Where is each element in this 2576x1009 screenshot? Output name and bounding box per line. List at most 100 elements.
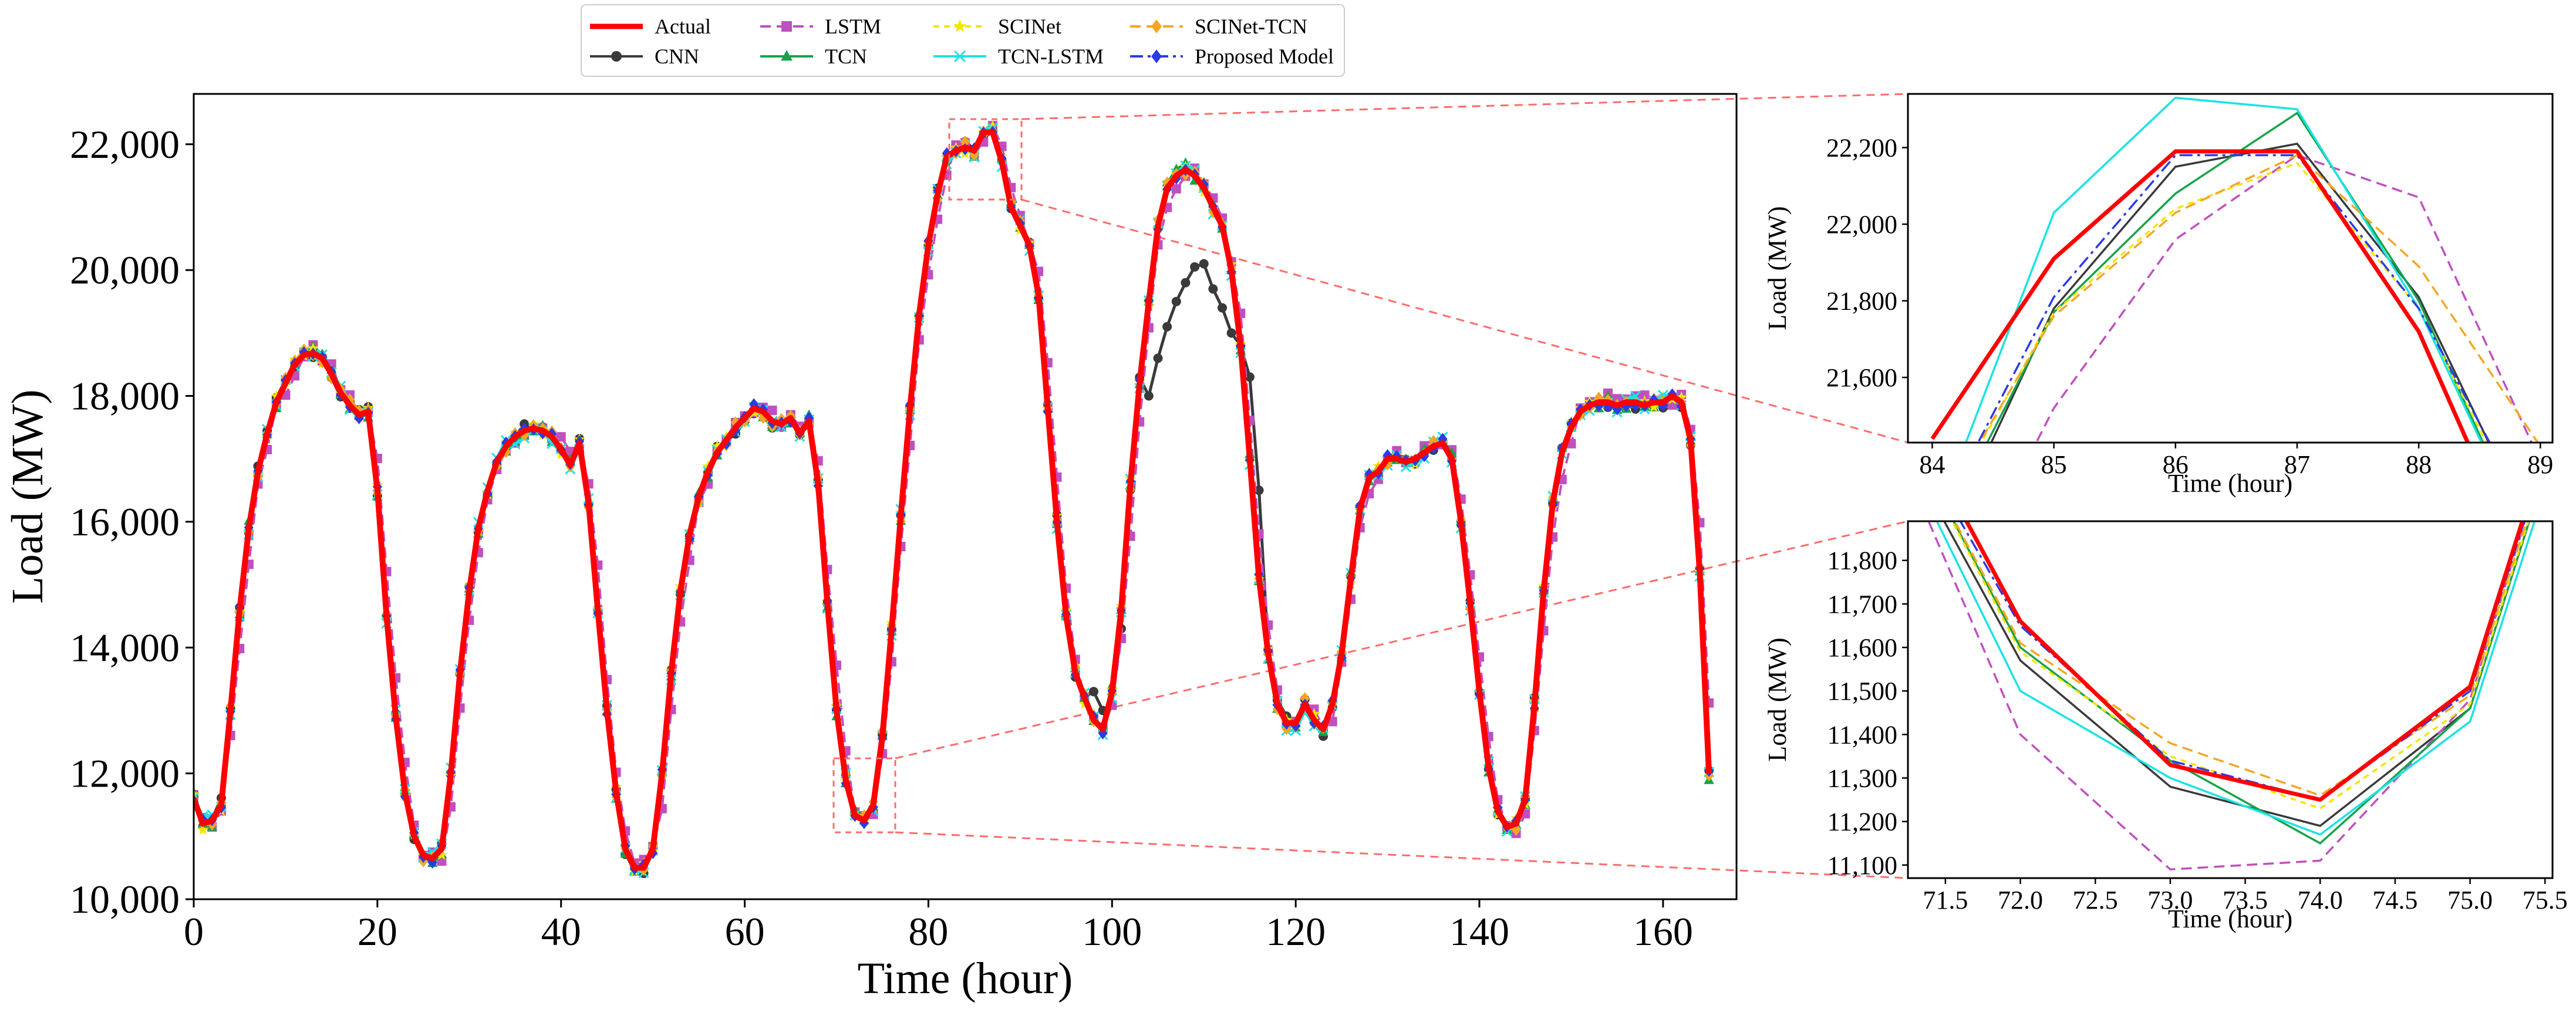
main-point-scinet (1648, 401, 1660, 412)
inset-bottom-y-axis: 11,100 11,200 11,300 11,400 11,500 11,600 11,7… (1828, 546, 1908, 880)
main-x-tick-label: 80 (908, 909, 948, 954)
main-series-proposed-model (194, 126, 1714, 875)
legend-label-tcnlstm: TCN-LSTM (998, 45, 1104, 68)
inset-top-x-tick-label: 86 (2163, 450, 2189, 479)
main-series-scinet-tcn (194, 124, 1714, 876)
inset-top-series-group (1930, 96, 2540, 443)
connector-top-upper (1021, 93, 1909, 120)
inset-bottom-plot: 71.5 72.0 72.5 73.0 73.5 74.0 74.5 75.0 75.5 11,… (1763, 520, 2568, 933)
inset-bottom-line-scinettcn (1953, 521, 2528, 797)
connector-bottom-upper (895, 520, 1909, 760)
legend-item-scinet: SCINet (933, 15, 1061, 38)
inset-bottom-x-tick-label: 73.0 (2147, 886, 2193, 914)
main-point-scinet (711, 440, 723, 451)
inset-bottom-y-tick-label: 11,100 (1828, 851, 1897, 880)
main-x-axis: 0 20 40 60 80 100 120 140 160 (184, 899, 1693, 954)
main-line-cnn (194, 129, 1711, 875)
main-line-lstm (194, 124, 1711, 865)
main-point-scinettcn (969, 149, 979, 161)
main-point-lstm (1327, 717, 1337, 727)
main-series-tcn-lstm (194, 123, 1715, 879)
main-point-cnn (1153, 353, 1163, 363)
inset-top-y-tick-label: 21,600 (1826, 363, 1897, 392)
inset-bottom-y-tick-label: 11,700 (1828, 590, 1897, 619)
legend-label-cnn: CNN (655, 45, 699, 68)
inset-bottom-line-tcnlstm (1936, 521, 2536, 836)
inset-bottom-y-tick-label: 11,600 (1828, 633, 1897, 662)
main-point-cnn (1254, 485, 1264, 495)
inset-top-line-tcnlstm (1964, 96, 2483, 443)
main-point-lstm (1612, 394, 1622, 404)
inset-bottom-frame (1907, 520, 2554, 879)
main-point-cnn (1226, 328, 1236, 338)
inset-bottom-series-group (1927, 521, 2536, 870)
main-point-proposed (427, 856, 437, 869)
inset-top-frame (1907, 93, 2554, 444)
inset-bottom-line-actual (1964, 521, 2525, 802)
main-point-cnn (1245, 372, 1255, 382)
main-point-cnn (1162, 322, 1172, 332)
legend-marker-lstm (781, 21, 792, 32)
inset-top-x-axis-label: Time (hour) (2168, 469, 2292, 498)
legend-item-lstm: LSTM (760, 15, 881, 38)
main-y-tick-label: 18,000 (70, 374, 180, 419)
inset-bottom-y-axis-label: Load (MW) (1763, 637, 1792, 761)
legend-marker-scinettcn (1151, 19, 1162, 33)
inset-bottom-x-tick-label: 74.0 (2298, 886, 2343, 914)
main-line-tcnlstm (194, 126, 1711, 875)
inset-bottom-x-tick-label: 72.5 (2073, 886, 2118, 914)
main-y-tick-label: 10,000 (70, 877, 180, 922)
legend-marker-scinet (953, 19, 967, 32)
main-point-scinet (1308, 707, 1320, 719)
inset-top-y-tick-label: 22,000 (1826, 210, 1897, 239)
legend-label-lstm: LSTM (825, 15, 881, 38)
connector-top-lower (1021, 198, 1909, 444)
main-x-tick-label: 160 (1633, 909, 1693, 954)
main-point-cnn (1218, 303, 1227, 313)
main-plot: 0 20 40 60 80 100 120 140 160 10,000 12,000 14,000… (3, 93, 1738, 1003)
legend-item-proposed: Proposed Model (1130, 45, 1334, 68)
main-point-scinettcn (1511, 824, 1521, 836)
legend-marker-cnn (611, 51, 622, 62)
main-y-axis-label: Load (MW) (3, 389, 52, 603)
main-y-tick-label: 16,000 (70, 500, 180, 544)
inset-bottom-y-tick-label: 11,500 (1828, 677, 1897, 706)
main-point-scinet (197, 824, 209, 835)
main-y-tick-label: 14,000 (70, 625, 180, 670)
inset-top-line-tcn (1986, 112, 2484, 443)
main-line-tcn (194, 126, 1711, 873)
main-series-actual (194, 129, 1712, 871)
main-x-tick-label: 20 (358, 909, 397, 954)
legend-marker-tcnlstm (953, 50, 966, 63)
main-point-cnn (1181, 278, 1191, 288)
inset-top-x-tick-label: 87 (2284, 450, 2310, 479)
main-line-proposed (194, 130, 1711, 870)
main-point-scinettcn (1300, 692, 1310, 704)
inset-bottom-y-tick-label: 11,200 (1828, 808, 1897, 836)
inset-bottom-line-cnn (1943, 521, 2531, 827)
legend-label-proposed: Proposed Model (1195, 45, 1334, 68)
legend-label-tcn: TCN (825, 45, 867, 68)
legend-item-tcn: TCN (760, 45, 867, 68)
legend-label-actual: Actual (655, 15, 711, 38)
inset-bottom-x-axis-label: Time (hour) (2168, 905, 2292, 933)
inset-top-x-tick-label: 85 (2041, 450, 2067, 479)
inset-bottom-x-tick-label: 75.0 (2447, 886, 2493, 914)
main-plot-frame (193, 93, 1738, 900)
main-line-scinet (194, 124, 1711, 873)
main-line-scinettcn (194, 129, 1711, 871)
main-x-axis-label: Time (hour) (858, 954, 1073, 1003)
legend-item-scinettcn: SCINet-TCN (1130, 15, 1307, 38)
inset-top-x-tick-label: 84 (1919, 450, 1945, 479)
main-x-tick-label: 140 (1449, 909, 1509, 954)
legend-item-actual: Actual (590, 15, 711, 38)
main-point-scinettcn (960, 136, 970, 149)
inset-bottom-x-axis: 71.5 72.0 72.5 73.0 73.5 74.0 74.5 75.0 75.5 (1923, 878, 2568, 914)
inset-bottom-x-tick-label: 73.5 (2223, 886, 2268, 914)
main-line-actual (194, 129, 1712, 871)
main-x-tick-label: 60 (725, 909, 765, 954)
inset-bottom-line-lstm (1927, 521, 2526, 870)
main-x-tick-label: 120 (1266, 909, 1326, 954)
inset-top-y-axis: 21,600 21,800 22,000 22,200 (1826, 133, 1908, 392)
